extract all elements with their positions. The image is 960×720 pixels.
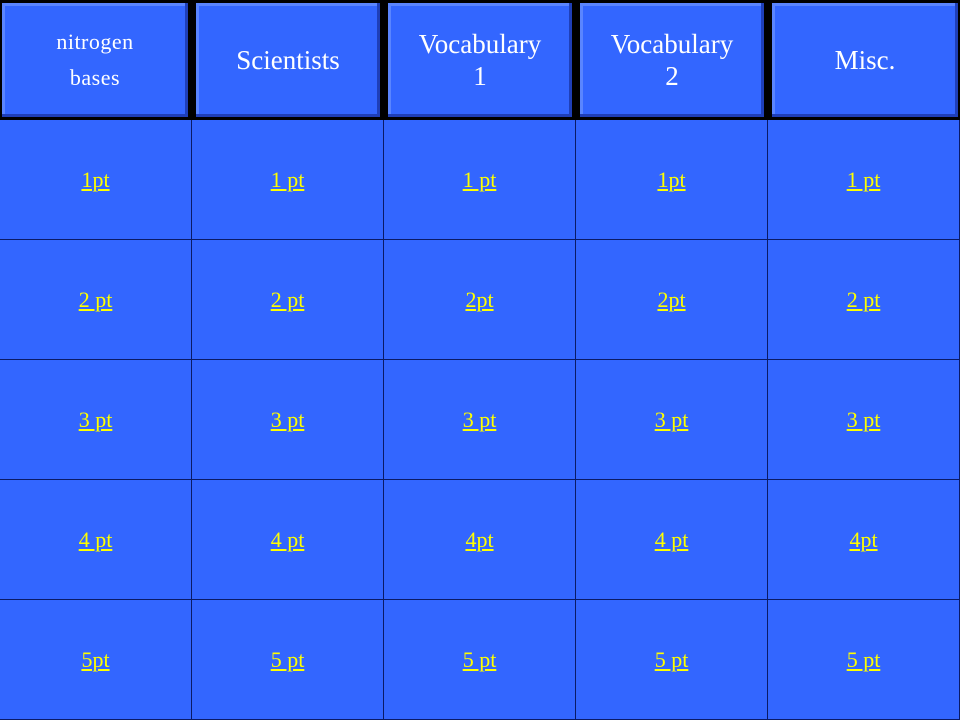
question-cell: 2 pt [768, 240, 960, 360]
question-link-vocabulary-1-1[interactable]: 1 pt [462, 166, 497, 192]
question-cell: 4pt [768, 480, 960, 600]
question-cell: 3 pt [768, 360, 960, 480]
question-link-nitrogen-bases-1[interactable]: 1pt [81, 166, 110, 192]
question-link-misc-4[interactable]: 4pt [849, 526, 878, 552]
question-link-misc-5[interactable]: 5 pt [846, 646, 881, 672]
question-cell: 4 pt [576, 480, 768, 600]
question-cell: 3 pt [0, 360, 192, 480]
question-link-scientists-3[interactable]: 3 pt [270, 406, 305, 432]
category-nitrogen-bases: nitrogen bases [0, 0, 192, 120]
question-cell: 5 pt [768, 600, 960, 720]
question-cell: 1pt [0, 120, 192, 240]
question-link-misc-2[interactable]: 2 pt [846, 286, 881, 312]
category-misc: Misc. [768, 0, 960, 120]
question-cell: 2 pt [0, 240, 192, 360]
question-cell: 2 pt [192, 240, 384, 360]
category-vocabulary-1: Vocabulary 1 [384, 0, 576, 120]
question-cell: 2pt [384, 240, 576, 360]
question-link-nitrogen-bases-4[interactable]: 4 pt [78, 526, 113, 552]
question-cell: 2pt [576, 240, 768, 360]
question-link-scientists-1[interactable]: 1 pt [270, 166, 305, 192]
question-link-nitrogen-bases-5[interactable]: 5pt [81, 646, 110, 672]
question-cell: 5 pt [192, 600, 384, 720]
question-cell: 1 pt [384, 120, 576, 240]
category-vocabulary-2: Vocabulary 2 [576, 0, 768, 120]
question-cell: 5 pt [576, 600, 768, 720]
question-cell: 3 pt [576, 360, 768, 480]
question-link-vocabulary-2-1[interactable]: 1pt [657, 166, 686, 192]
question-cell: 3 pt [192, 360, 384, 480]
question-link-scientists-5[interactable]: 5 pt [270, 646, 305, 672]
question-link-scientists-4[interactable]: 4 pt [270, 526, 305, 552]
question-link-vocabulary-2-3[interactable]: 3 pt [654, 406, 689, 432]
question-link-scientists-2[interactable]: 2 pt [270, 286, 305, 312]
question-cell: 5pt [0, 600, 192, 720]
question-link-vocabulary-1-2[interactable]: 2pt [465, 286, 494, 312]
question-link-vocabulary-2-5[interactable]: 5 pt [654, 646, 689, 672]
question-grid: 1pt 1 pt 1 pt 1pt 1 pt 2 pt 2 pt 2pt 2pt… [0, 120, 960, 720]
question-link-vocabulary-1-3[interactable]: 3 pt [462, 406, 497, 432]
question-link-vocabulary-2-4[interactable]: 4 pt [654, 526, 689, 552]
question-cell: 1 pt [192, 120, 384, 240]
question-cell: 4 pt [192, 480, 384, 600]
question-link-misc-3[interactable]: 3 pt [846, 406, 881, 432]
question-cell: 3 pt [384, 360, 576, 480]
question-link-nitrogen-bases-3[interactable]: 3 pt [78, 406, 113, 432]
question-cell: 4pt [384, 480, 576, 600]
category-header-row: nitrogen bases Scientists Vocabulary 1 V… [0, 0, 960, 120]
question-cell: 4 pt [0, 480, 192, 600]
question-link-nitrogen-bases-2[interactable]: 2 pt [78, 286, 113, 312]
question-link-misc-1[interactable]: 1 pt [846, 166, 881, 192]
question-cell: 5 pt [384, 600, 576, 720]
category-scientists: Scientists [192, 0, 384, 120]
question-cell: 1 pt [768, 120, 960, 240]
question-cell: 1pt [576, 120, 768, 240]
question-link-vocabulary-2-2[interactable]: 2pt [657, 286, 686, 312]
question-link-vocabulary-1-5[interactable]: 5 pt [462, 646, 497, 672]
question-link-vocabulary-1-4[interactable]: 4pt [465, 526, 494, 552]
